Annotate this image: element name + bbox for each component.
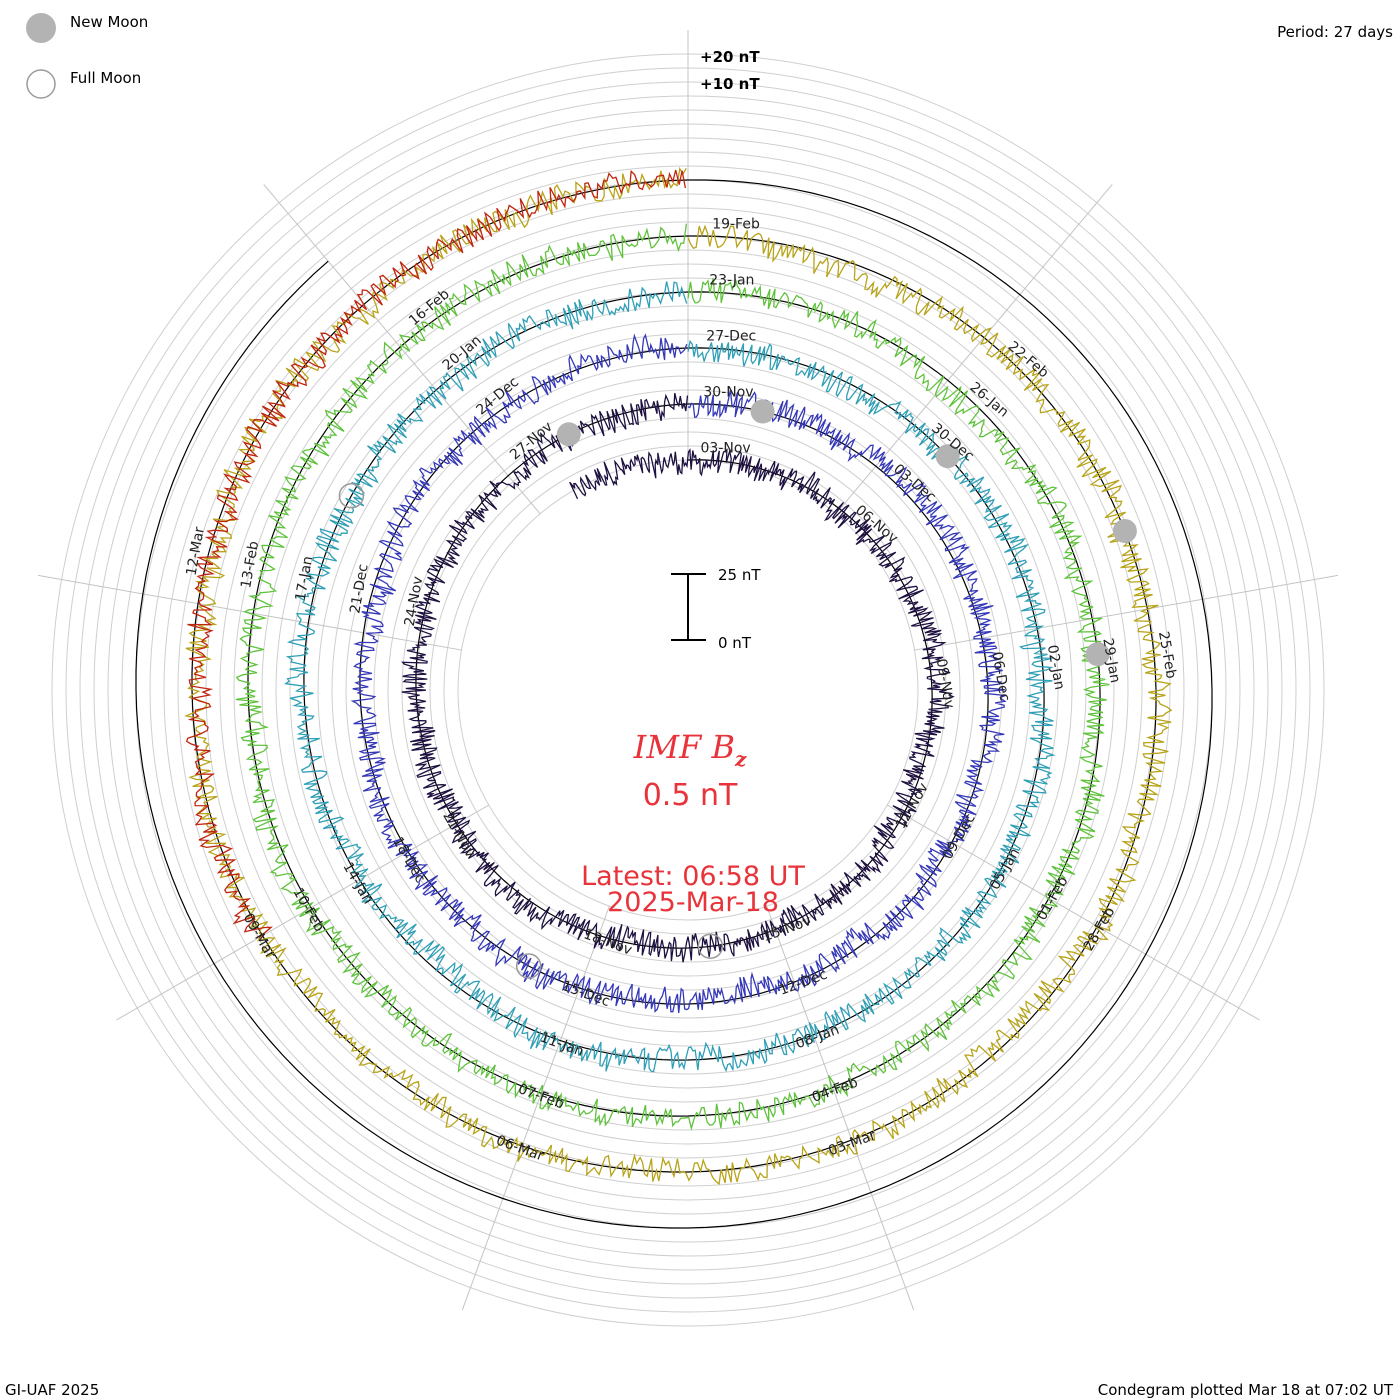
full-moon-marker — [515, 953, 542, 979]
footer-credit: GI-UAF 2025 — [5, 1381, 99, 1399]
series-group — [183, 166, 1173, 1186]
date-label: 09-Mar — [240, 911, 279, 962]
new-moon-marker — [935, 444, 960, 469]
date-label: 19-Feb — [712, 217, 760, 233]
chart-title: IMF Bz — [633, 728, 747, 771]
radial-spoke — [914, 574, 1339, 651]
date-label: 12-Nov — [893, 780, 932, 831]
date-label: 29-Jan — [1099, 637, 1123, 684]
date-label: 06-Mar — [494, 1133, 546, 1165]
series-line-cycle-1 — [401, 392, 955, 963]
baseline-label-10: +10 nT — [700, 75, 760, 93]
date-label: 10-Feb — [290, 885, 328, 934]
date-label: 23-Jan — [709, 273, 754, 289]
date-label: 06-Dec — [988, 651, 1012, 703]
new-moon-marker — [1085, 642, 1110, 667]
date-label: 08-Jan — [793, 1022, 841, 1053]
series-line-cycle-6 — [185, 169, 687, 939]
date-label: 27-Dec — [706, 329, 756, 345]
date-label: 03-Nov — [701, 440, 751, 456]
date-label: 02-Jan — [1044, 644, 1068, 691]
date-label: 30-Nov — [703, 384, 753, 400]
new-moon-marker — [750, 399, 775, 424]
date-label: 11-Jan — [538, 1030, 586, 1061]
period-label: Period: 27 days — [1277, 23, 1393, 41]
scale-bottom-label: 0 nT — [718, 634, 752, 652]
date-label: 17-Jan — [293, 555, 317, 602]
radial-spoke — [886, 804, 1260, 1021]
footer-plot-time: Condegram plotted Mar 18 at 07:02 UT — [1098, 1381, 1394, 1399]
moon-markers — [338, 399, 1137, 979]
full-moon-legend-icon — [26, 69, 56, 99]
radial-spoke — [766, 905, 915, 1311]
scale-top-label: 25 nT — [718, 566, 761, 584]
radial-spoke — [461, 905, 610, 1311]
latest-time: Latest: 06:58 UT — [581, 861, 805, 892]
date-label: 12-Dec — [777, 967, 829, 999]
date-label: 26-Jan — [967, 379, 1012, 420]
full-moon-legend-label: Full Moon — [70, 69, 141, 87]
date-label: 03-Dec — [890, 461, 939, 505]
new-moon-marker — [556, 422, 581, 447]
series-line-cycle-2 — [350, 333, 1007, 1013]
date-label: 04-Feb — [810, 1074, 860, 1105]
radial-spoke — [116, 804, 490, 1021]
full-moon-marker — [697, 933, 724, 959]
date-label: 03-Mar — [826, 1127, 878, 1159]
series-line-cycle-5 — [183, 166, 1173, 1186]
date-label: 18-Dec — [389, 834, 428, 885]
radial-spoke — [263, 184, 541, 515]
latest-date: 2025-Mar-18 — [607, 887, 779, 918]
series-line-cycle-3 — [283, 281, 1056, 1073]
new-moon-legend-label: New Moon — [70, 13, 148, 31]
full-moon-marker — [338, 482, 365, 509]
series-line-cycle-4 — [235, 223, 1110, 1131]
new-moon-legend-icon — [26, 13, 56, 43]
chart-title-subscript: z — [734, 747, 747, 771]
new-moon-marker — [1112, 519, 1137, 543]
baseline-label-20: +20 nT — [700, 48, 760, 66]
grid-circle — [457, 459, 919, 921]
date-label: 15-Dec — [560, 978, 612, 1010]
date-label: 14-Jan — [339, 860, 375, 907]
chart-title-main: IMF B — [633, 728, 735, 766]
current-value: 0.5 nT — [643, 778, 738, 813]
